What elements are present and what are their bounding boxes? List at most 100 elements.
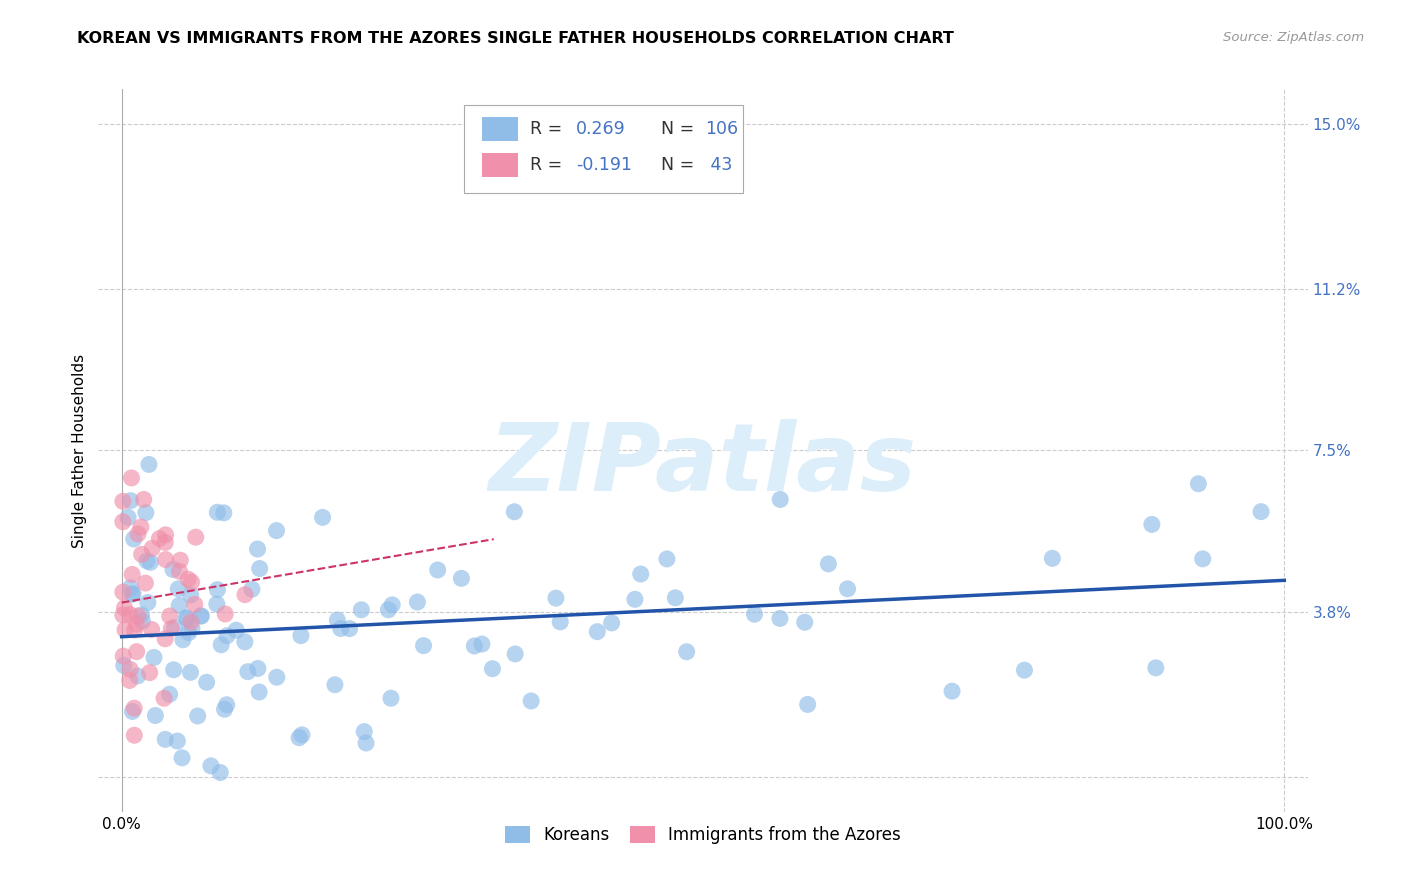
Point bbox=[177, 625, 200, 640]
Text: N =: N = bbox=[661, 156, 699, 174]
Point bbox=[655, 552, 678, 566]
Text: 43: 43 bbox=[706, 156, 733, 174]
Point bbox=[323, 678, 346, 692]
Point bbox=[114, 600, 136, 615]
Point bbox=[125, 617, 148, 632]
Point bbox=[172, 632, 194, 647]
Point bbox=[209, 765, 232, 780]
Point bbox=[122, 587, 145, 601]
Point bbox=[127, 527, 149, 541]
Point bbox=[350, 603, 373, 617]
Point bbox=[247, 685, 270, 699]
Point bbox=[187, 709, 209, 723]
Point bbox=[769, 611, 792, 625]
Point bbox=[941, 684, 963, 698]
Point bbox=[236, 665, 259, 679]
Point bbox=[290, 629, 312, 643]
Point bbox=[176, 612, 198, 626]
Bar bbox=[482, 117, 517, 141]
Point bbox=[111, 494, 134, 508]
Point bbox=[377, 603, 399, 617]
Legend: Koreans, Immigrants from the Azores: Koreans, Immigrants from the Azores bbox=[499, 819, 907, 850]
Point bbox=[160, 622, 183, 636]
Point bbox=[207, 582, 229, 597]
Point bbox=[111, 585, 134, 599]
Point bbox=[181, 621, 204, 635]
Point bbox=[120, 471, 142, 485]
Point bbox=[184, 598, 207, 612]
Point bbox=[174, 610, 197, 624]
Point bbox=[380, 691, 402, 706]
Point bbox=[180, 615, 202, 629]
Point bbox=[326, 613, 349, 627]
Point bbox=[817, 557, 839, 571]
Point bbox=[111, 515, 134, 529]
Text: Source: ZipAtlas.com: Source: ZipAtlas.com bbox=[1223, 31, 1364, 45]
Point bbox=[1144, 661, 1167, 675]
Point bbox=[381, 598, 404, 612]
Point bbox=[353, 724, 375, 739]
Point bbox=[190, 609, 212, 624]
Point bbox=[169, 553, 191, 567]
Point bbox=[214, 607, 236, 621]
Point bbox=[329, 622, 352, 636]
Point bbox=[117, 510, 139, 524]
Text: ZIPatlas: ZIPatlas bbox=[489, 419, 917, 511]
Text: R =: R = bbox=[530, 120, 568, 138]
Y-axis label: Single Father Households: Single Father Households bbox=[72, 353, 87, 548]
Point bbox=[138, 665, 160, 680]
Point bbox=[180, 575, 202, 590]
Point bbox=[209, 638, 232, 652]
Point bbox=[114, 623, 136, 637]
Point bbox=[246, 542, 269, 557]
Point bbox=[520, 694, 543, 708]
Point bbox=[155, 528, 177, 542]
Point bbox=[249, 561, 271, 575]
Point bbox=[311, 510, 333, 524]
Point bbox=[503, 647, 526, 661]
Point bbox=[162, 562, 184, 576]
Point bbox=[1140, 517, 1163, 532]
Point bbox=[124, 728, 146, 742]
Point bbox=[266, 524, 288, 538]
Point bbox=[135, 554, 157, 568]
Point bbox=[246, 661, 269, 675]
Point bbox=[675, 645, 697, 659]
Point bbox=[139, 555, 162, 569]
Point bbox=[127, 669, 149, 683]
Point bbox=[796, 698, 818, 712]
Point bbox=[121, 567, 143, 582]
Point bbox=[122, 701, 145, 715]
Point bbox=[118, 673, 141, 688]
Point bbox=[112, 649, 135, 664]
Point bbox=[233, 588, 256, 602]
Point bbox=[1250, 505, 1272, 519]
Point bbox=[769, 492, 792, 507]
Point bbox=[167, 582, 190, 596]
Point bbox=[215, 698, 238, 712]
Text: -0.191: -0.191 bbox=[576, 156, 633, 174]
Point bbox=[225, 624, 247, 638]
Point bbox=[481, 662, 503, 676]
FancyBboxPatch shape bbox=[464, 105, 742, 193]
Point bbox=[153, 632, 176, 646]
Point bbox=[233, 635, 256, 649]
Point bbox=[548, 615, 571, 629]
Point bbox=[200, 759, 222, 773]
Text: KOREAN VS IMMIGRANTS FROM THE AZORES SINGLE FATHER HOUSEHOLDS CORRELATION CHART: KOREAN VS IMMIGRANTS FROM THE AZORES SIN… bbox=[77, 31, 955, 46]
Point bbox=[127, 608, 149, 623]
Point bbox=[170, 751, 193, 765]
Point bbox=[138, 458, 160, 472]
Point bbox=[291, 728, 314, 742]
Point bbox=[145, 708, 167, 723]
Point bbox=[354, 736, 377, 750]
Point bbox=[463, 639, 485, 653]
Point bbox=[120, 581, 142, 595]
Point bbox=[630, 567, 652, 582]
Point bbox=[125, 645, 148, 659]
Point bbox=[141, 541, 163, 556]
Point bbox=[1040, 551, 1063, 566]
Bar bbox=[482, 153, 517, 178]
Point bbox=[142, 650, 165, 665]
Point bbox=[215, 629, 238, 643]
